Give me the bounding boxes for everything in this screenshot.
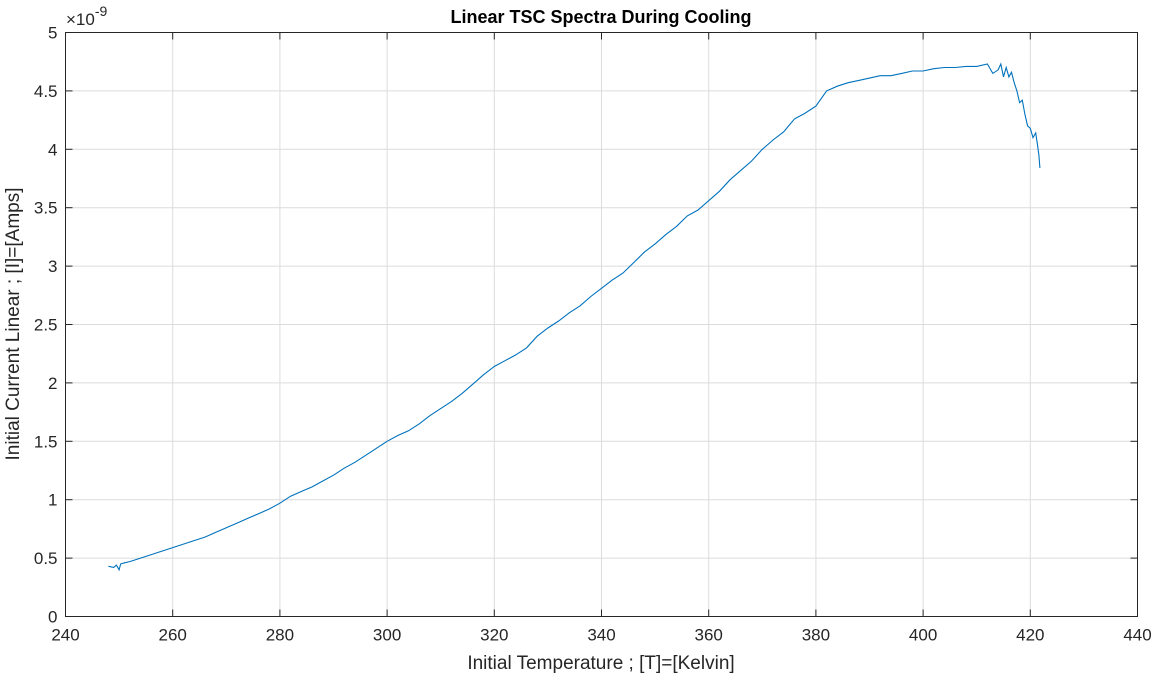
y-tick-label: 4.5 <box>34 82 58 101</box>
x-tick-label: 300 <box>373 626 401 645</box>
x-tick-label: 380 <box>802 626 830 645</box>
x-tick-label: 240 <box>51 626 79 645</box>
y-axis-label: Initial Current Linear ; [I]=[Amps] <box>3 188 24 461</box>
y-axis-exponent: ×10-9 <box>66 3 108 29</box>
axis-ticks: 240 260 280 300 320 340 360 380 400 420 440 0 0.5 1 1.… <box>34 24 1152 645</box>
x-tick-label: 340 <box>587 626 615 645</box>
y-tick-label: 2 <box>48 374 57 393</box>
y-tick-label: 1.5 <box>34 432 58 451</box>
y-exponent-base: ×10 <box>66 10 95 29</box>
x-tick-label: 420 <box>1016 626 1044 645</box>
y-tick-label: 0.5 <box>34 549 58 568</box>
x-tick-label: 280 <box>266 626 294 645</box>
y-exponent-power: -9 <box>95 3 108 19</box>
x-tick-label: 440 <box>1123 626 1151 645</box>
y-tick-label: 4 <box>48 140 57 159</box>
x-tick-label: 320 <box>480 626 508 645</box>
x-tick-label: 400 <box>909 626 937 645</box>
plot-area <box>108 62 1041 572</box>
y-tick-label: 5 <box>48 24 57 43</box>
y-tick-label: 1 <box>48 491 57 510</box>
x-axis-label: Initial Temperature ; [T]=[Kelvin] <box>467 653 734 674</box>
y-tick-label: 2.5 <box>34 316 58 335</box>
grid <box>65 32 1138 617</box>
x-tick-label: 360 <box>695 626 723 645</box>
x-tick-label: 260 <box>159 626 187 645</box>
y-tick-label: 3 <box>48 257 57 276</box>
y-tick-label: 3.5 <box>34 199 58 218</box>
chart-title: Linear TSC Spectra During Cooling <box>450 7 751 27</box>
y-tick-label: 0 <box>48 608 57 627</box>
series-line-linear-tsc <box>108 62 1041 572</box>
